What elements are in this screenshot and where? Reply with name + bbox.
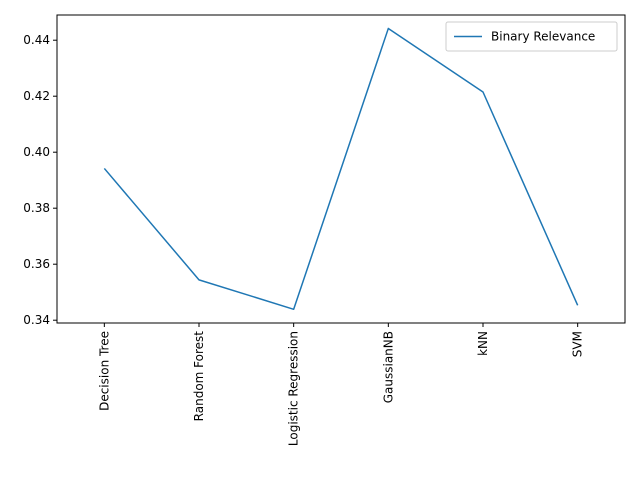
x-tick-label: Decision Tree	[97, 331, 111, 411]
series-line-binary-relevance	[103, 27, 579, 311]
axes-frame	[56, 14, 626, 324]
y-tick-label: 0.36	[23, 257, 50, 271]
x-tick-label: Logistic Regression	[287, 331, 301, 446]
x-tick-label: kNN	[476, 331, 490, 356]
y-tick-label: 0.42	[23, 89, 50, 103]
plot-series	[103, 27, 579, 311]
legend: Binary Relevance	[445, 21, 618, 52]
y-tick-label: 0.38	[23, 201, 50, 215]
x-tick-label: SVM	[571, 331, 585, 357]
legend-box	[445, 21, 618, 52]
y-tick-label: 0.40	[23, 145, 50, 159]
y-tick-label: 0.44	[23, 33, 50, 47]
x-axis: Decision Tree Random Forest Logistic Regre…	[97, 323, 585, 446]
legend-label-binary-relevance: Binary Relevance	[491, 30, 595, 44]
y-tick-label: 0.34	[23, 313, 50, 327]
x-tick-label: GaussianNB	[381, 331, 395, 403]
y-axis: 0.34 0.36 0.38 0.40 0.42 0.44	[23, 33, 57, 327]
x-tick-label: Random Forest	[192, 331, 206, 422]
